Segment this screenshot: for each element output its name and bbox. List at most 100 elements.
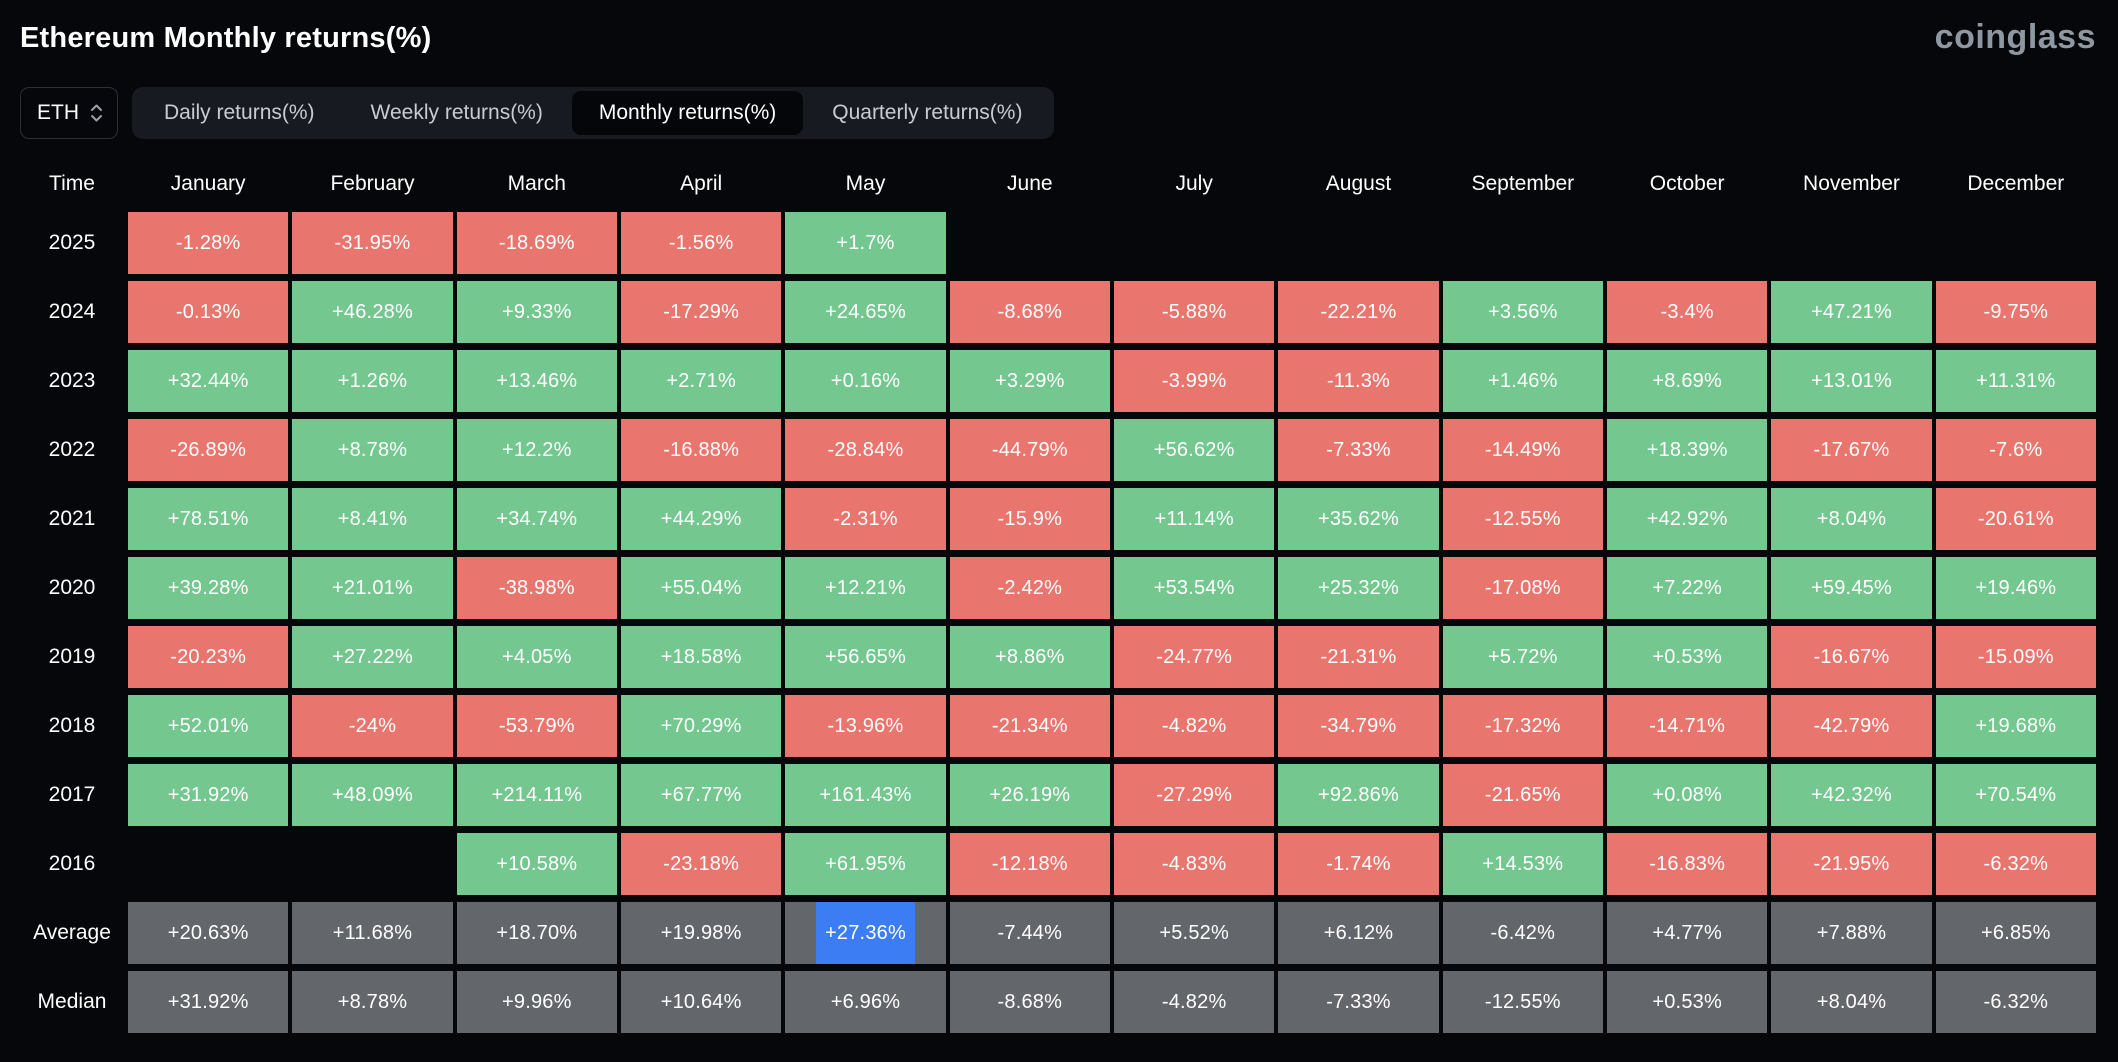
return-cell[interactable]: +161.43% [785, 764, 946, 826]
return-cell[interactable]: +61.95% [785, 833, 946, 895]
tab-daily-returns[interactable]: Daily returns(%) [137, 91, 342, 135]
return-cell[interactable]: -24% [292, 695, 453, 757]
return-cell[interactable]: +10.64% [620, 971, 782, 1033]
return-cell[interactable]: +48.09% [292, 764, 453, 826]
return-cell[interactable]: +0.16% [785, 350, 946, 412]
return-cell[interactable]: -14.49% [1442, 419, 1603, 481]
return-cell[interactable]: -2.31% [785, 488, 946, 550]
return-cell[interactable]: -13.96% [785, 695, 946, 757]
return-cell[interactable]: +1.7% [785, 212, 946, 274]
return-cell[interactable]: +19.46% [1935, 557, 2096, 619]
return-cell[interactable]: +8.41% [292, 488, 453, 550]
return-cell[interactable]: -26.89% [128, 419, 289, 481]
return-cell[interactable]: -1.28% [128, 212, 289, 274]
return-cell[interactable]: -23.18% [620, 833, 782, 895]
return-cell[interactable]: +5.52% [1113, 902, 1275, 964]
return-cell[interactable]: +56.65% [785, 626, 946, 688]
return-cell[interactable]: -21.65% [1442, 764, 1603, 826]
return-cell[interactable]: +18.70% [456, 902, 617, 964]
return-cell[interactable]: -42.79% [1771, 695, 1932, 757]
return-cell[interactable]: +11.31% [1935, 350, 2096, 412]
return-cell[interactable]: +46.28% [292, 281, 453, 343]
return-cell[interactable]: -24.77% [1113, 626, 1275, 688]
return-cell[interactable]: +8.78% [292, 419, 453, 481]
return-cell[interactable]: -28.84% [785, 419, 946, 481]
return-cell[interactable]: -6.32% [1935, 971, 2096, 1033]
return-cell[interactable]: +11.68% [292, 902, 453, 964]
return-cell[interactable]: +70.54% [1935, 764, 2096, 826]
return-cell[interactable]: +1.46% [1442, 350, 1603, 412]
symbol-selector[interactable]: ETH [20, 87, 118, 139]
tab-weekly-returns[interactable]: Weekly returns(%) [344, 91, 570, 135]
return-cell[interactable]: -6.42% [1442, 902, 1603, 964]
return-cell[interactable]: -12.18% [949, 833, 1110, 895]
return-cell[interactable]: +42.92% [1606, 488, 1768, 550]
return-cell[interactable]: +7.88% [1771, 902, 1932, 964]
return-cell[interactable]: +0.08% [1606, 764, 1768, 826]
return-cell[interactable]: +5.72% [1442, 626, 1603, 688]
return-cell[interactable]: +27.36% [785, 902, 946, 964]
return-cell[interactable]: -1.74% [1278, 833, 1439, 895]
return-cell[interactable]: +0.53% [1606, 971, 1768, 1033]
return-cell[interactable]: -12.55% [1442, 971, 1603, 1033]
coinglass-logo[interactable]: coinglass [1934, 18, 2096, 56]
return-cell[interactable]: -15.09% [1935, 626, 2096, 688]
return-cell[interactable]: +2.71% [620, 350, 782, 412]
return-cell[interactable]: -22.21% [1278, 281, 1439, 343]
return-cell[interactable]: -5.88% [1113, 281, 1275, 343]
return-cell[interactable]: -27.29% [1113, 764, 1275, 826]
return-cell[interactable]: +3.56% [1442, 281, 1603, 343]
return-cell[interactable]: +13.46% [456, 350, 617, 412]
return-cell[interactable]: +52.01% [128, 695, 289, 757]
tab-quarterly-returns[interactable]: Quarterly returns(%) [805, 91, 1049, 135]
return-cell[interactable]: +4.77% [1606, 902, 1768, 964]
return-cell[interactable]: -7.33% [1278, 419, 1439, 481]
return-cell[interactable]: -16.83% [1606, 833, 1768, 895]
return-cell[interactable]: +21.01% [292, 557, 453, 619]
return-cell[interactable]: -12.55% [1442, 488, 1603, 550]
return-cell[interactable]: -8.68% [949, 971, 1110, 1033]
return-cell[interactable]: +24.65% [785, 281, 946, 343]
return-cell[interactable]: -0.13% [128, 281, 289, 343]
return-cell[interactable]: +0.53% [1606, 626, 1768, 688]
return-cell[interactable]: -1.56% [620, 212, 782, 274]
return-cell[interactable]: +8.69% [1606, 350, 1768, 412]
return-cell[interactable]: -16.88% [620, 419, 782, 481]
return-cell[interactable]: -2.42% [949, 557, 1110, 619]
return-cell[interactable]: +12.21% [785, 557, 946, 619]
return-cell[interactable]: +6.12% [1278, 902, 1439, 964]
return-cell[interactable]: -21.31% [1278, 626, 1439, 688]
return-cell[interactable]: -11.3% [1278, 350, 1439, 412]
return-cell[interactable]: -17.67% [1771, 419, 1932, 481]
return-cell[interactable]: +18.39% [1606, 419, 1768, 481]
return-cell[interactable]: +1.26% [292, 350, 453, 412]
return-cell[interactable]: -16.67% [1771, 626, 1932, 688]
return-cell[interactable]: +8.04% [1771, 971, 1932, 1033]
return-cell[interactable]: -7.6% [1935, 419, 2096, 481]
return-cell[interactable]: +7.22% [1606, 557, 1768, 619]
return-cell[interactable]: +9.33% [456, 281, 617, 343]
return-cell[interactable]: -7.33% [1278, 971, 1439, 1033]
return-cell[interactable]: +25.32% [1278, 557, 1439, 619]
return-cell[interactable]: +14.53% [1442, 833, 1603, 895]
return-cell[interactable]: +67.77% [620, 764, 782, 826]
return-cell[interactable]: +92.86% [1278, 764, 1439, 826]
return-cell[interactable]: -3.99% [1113, 350, 1275, 412]
return-cell[interactable]: -17.32% [1442, 695, 1603, 757]
return-cell[interactable]: +19.68% [1935, 695, 2096, 757]
return-cell[interactable]: +31.92% [128, 971, 289, 1033]
return-cell[interactable]: -4.82% [1113, 695, 1275, 757]
return-cell[interactable]: +78.51% [128, 488, 289, 550]
return-cell[interactable]: +39.28% [128, 557, 289, 619]
return-cell[interactable]: +42.32% [1771, 764, 1932, 826]
return-cell[interactable]: +27.22% [292, 626, 453, 688]
return-cell[interactable]: +11.14% [1113, 488, 1275, 550]
return-cell[interactable]: +3.29% [949, 350, 1110, 412]
return-cell[interactable]: +8.78% [292, 971, 453, 1033]
return-cell[interactable]: -21.34% [949, 695, 1110, 757]
return-cell[interactable]: -53.79% [456, 695, 617, 757]
return-cell[interactable]: -3.4% [1606, 281, 1768, 343]
return-cell[interactable]: +34.74% [456, 488, 617, 550]
return-cell[interactable]: +53.54% [1113, 557, 1275, 619]
return-cell[interactable]: +20.63% [128, 902, 289, 964]
